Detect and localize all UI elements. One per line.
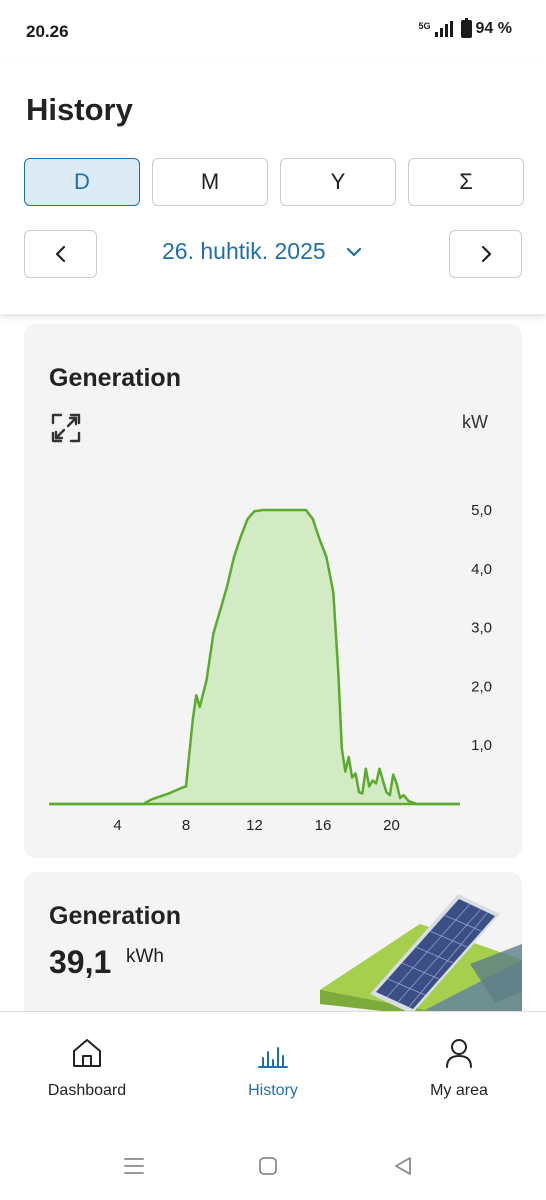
recent-apps-icon[interactable] <box>124 1157 144 1175</box>
home-icon <box>73 1039 101 1067</box>
y-tick-label: 2,0 <box>471 678 492 695</box>
y-tick-label: 4,0 <box>471 561 492 578</box>
chevron-left-icon <box>55 245 65 263</box>
home-button-icon[interactable] <box>259 1157 277 1175</box>
person-icon <box>446 1039 472 1068</box>
generation-area-fill <box>49 510 460 804</box>
expand-icon[interactable] <box>50 412 82 444</box>
back-icon[interactable] <box>394 1157 412 1175</box>
nav-history-label: History <box>248 1082 298 1099</box>
chevron-right-icon <box>481 245 491 263</box>
chevron-down-icon <box>346 247 361 256</box>
nav-my-area-label: My area <box>430 1082 488 1099</box>
previous-date-button[interactable] <box>24 230 97 278</box>
battery-percentage: 94 % <box>475 20 512 37</box>
y-axis-unit: kW <box>462 412 488 432</box>
tab-day[interactable]: D <box>24 158 140 206</box>
page-title: History <box>26 92 133 127</box>
history-header: History D M Y Σ 26. huhtik. 2025 <box>0 62 546 314</box>
tab-month[interactable]: M <box>152 158 268 206</box>
solar-panel-illustration <box>320 894 522 1011</box>
generation-chart-card: Generation kW 4 8 12 16 20 1,0 2,0 3,0 4,0 5,0 <box>24 324 522 858</box>
nav-dashboard-label: Dashboard <box>47 1082 127 1099</box>
nav-my-area[interactable]: My area <box>389 1036 529 1100</box>
next-date-button[interactable] <box>449 230 522 278</box>
status-bar: 20.26 5G 94 % <box>0 0 546 62</box>
x-tick-label: 8 <box>182 817 190 834</box>
period-tabs: D M Y Σ <box>24 158 524 206</box>
system-navigation-bar <box>0 1131 546 1200</box>
generation-total-value: 39,1 <box>49 944 112 980</box>
x-tick-label: 20 <box>383 817 400 834</box>
nav-history[interactable]: History <box>203 1036 343 1100</box>
status-time: 20.26 <box>26 22 69 41</box>
y-tick-label: 5,0 <box>471 502 492 519</box>
network-type-label: 5G <box>418 20 431 31</box>
selected-date: 26. huhtik. 2025 <box>162 238 326 264</box>
status-icons: 5G 94 % <box>418 18 512 38</box>
generation-total-unit: kWh <box>126 946 164 967</box>
battery-icon <box>460 18 472 38</box>
x-tick-label: 12 <box>246 817 263 834</box>
y-tick-label: 1,0 <box>471 737 492 754</box>
generation-chart: 4 8 12 16 20 1,0 2,0 3,0 4,0 5,0 <box>49 502 492 834</box>
y-tick-label: 3,0 <box>471 620 492 637</box>
history-content[interactable]: Generation kW 4 8 12 16 20 1,0 2,0 3,0 4,0 5,0 Ge… <box>0 314 546 1011</box>
nav-dashboard[interactable]: Dashboard <box>17 1036 157 1100</box>
date-navigation: 26. huhtik. 2025 <box>24 230 522 278</box>
date-picker[interactable]: 26. huhtik. 2025 <box>162 238 362 265</box>
bottom-navigation: Dashboard History My area <box>0 1011 546 1131</box>
signal-icon <box>434 21 453 37</box>
generation-total-card[interactable]: Generation 39,1 kWh <box>24 872 522 1011</box>
chart-title: Generation <box>49 364 181 392</box>
x-tick-label: 16 <box>315 817 332 834</box>
generation-total-title: Generation <box>49 902 181 930</box>
tab-year[interactable]: Y <box>280 158 396 206</box>
generation-series-line <box>49 508 460 806</box>
tab-total[interactable]: Σ <box>408 158 524 206</box>
bar-chart-icon <box>258 1047 288 1068</box>
x-tick-label: 4 <box>113 817 121 834</box>
